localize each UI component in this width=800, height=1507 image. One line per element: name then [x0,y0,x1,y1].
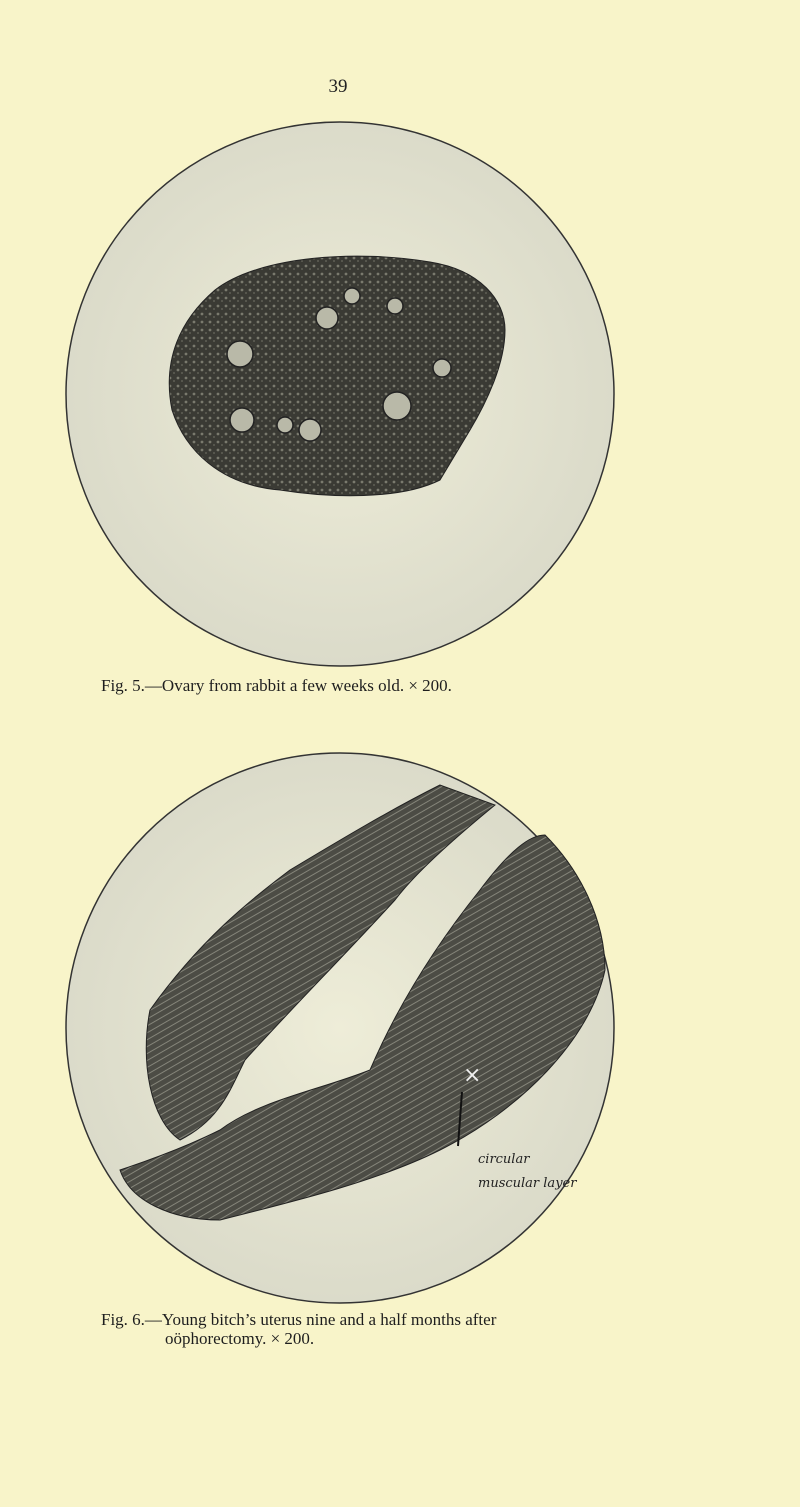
page-number: 39 [329,76,348,97]
annotation: circular [478,1152,530,1167]
annotation: muscular layer [478,1176,577,1191]
caption: Fig. 5.—Ovary from rabbit a few weeks ol… [101,676,452,695]
caption: Fig. 6.—Young bitch’s uterus nine and a … [101,1310,497,1329]
pointer-line [457,1091,463,1147]
marker: × [463,1063,481,1088]
follicles [226,287,452,442]
ovary-section [168,255,506,497]
uterine-wall [145,784,496,1141]
caption: oöphorectomy. × 200. [165,1329,315,1348]
uterine-wall [119,834,606,1221]
